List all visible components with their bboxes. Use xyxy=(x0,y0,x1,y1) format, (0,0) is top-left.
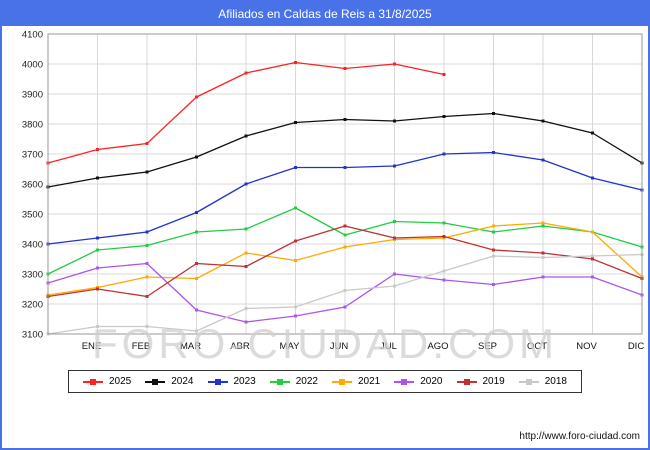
legend-label: 2020 xyxy=(420,376,443,387)
legend-label: 2022 xyxy=(295,376,318,387)
legend-item-2022: 2022 xyxy=(269,376,318,387)
svg-text:3400: 3400 xyxy=(22,240,43,251)
legend-label: 2025 xyxy=(109,376,132,387)
svg-text:4000: 4000 xyxy=(22,60,43,71)
svg-text:3600: 3600 xyxy=(22,180,43,191)
legend-color-swatch xyxy=(145,378,166,385)
svg-text:3900: 3900 xyxy=(22,90,43,101)
legend-color-swatch xyxy=(394,378,415,385)
series-2019 xyxy=(46,224,644,298)
legend: 2025 2024 2023 2022 2021 2020 2019 2018 xyxy=(68,370,582,393)
svg-text:DIC: DIC xyxy=(628,341,645,352)
legend-label: 2018 xyxy=(544,376,567,387)
legend-color-swatch xyxy=(269,378,290,385)
legend-label: 2023 xyxy=(233,376,256,387)
legend-color-swatch xyxy=(456,378,477,385)
legend-color-square xyxy=(463,378,470,385)
footer: http://www.foro-ciudad.com xyxy=(2,393,648,448)
series-2023 xyxy=(46,151,644,246)
legend-color-square xyxy=(214,378,221,385)
svg-text:JUN: JUN xyxy=(330,341,349,352)
legend-label: 2024 xyxy=(171,376,194,387)
legend-label: 2019 xyxy=(482,376,505,387)
plot-border xyxy=(47,33,643,335)
legend-item-2023: 2023 xyxy=(207,376,256,387)
legend-color-swatch xyxy=(207,378,228,385)
legend-row: 2025 2024 2023 2022 2021 2020 2019 2018 xyxy=(2,370,648,393)
svg-text:3500: 3500 xyxy=(22,210,43,221)
svg-text:NOV: NOV xyxy=(576,341,597,352)
legend-label: 2021 xyxy=(358,376,381,387)
svg-text:JUL: JUL xyxy=(380,341,397,352)
svg-text:3300: 3300 xyxy=(22,270,43,281)
legend-color-square xyxy=(152,378,159,385)
legend-color-square xyxy=(90,378,96,385)
svg-text:4100: 4100 xyxy=(22,30,43,41)
legend-color-square xyxy=(401,378,408,385)
legend-item-2024: 2024 xyxy=(145,376,194,387)
legend-item-2019: 2019 xyxy=(456,376,505,387)
y-axis-labels: 3100 3200 3300 3400 3500 3600 3700 3800 3900 4000… xyxy=(22,30,43,341)
legend-item-2020: 2020 xyxy=(394,376,443,387)
chart-title: Afiliados en Caldas de Reis a 31/8/2025 xyxy=(2,2,648,26)
svg-text:ENE: ENE xyxy=(82,341,102,352)
legend-color-swatch xyxy=(518,378,539,385)
series-2025 xyxy=(46,61,446,165)
legend-item-2025: 2025 xyxy=(83,376,131,387)
legend-color-square xyxy=(525,378,532,385)
svg-text:3100: 3100 xyxy=(22,330,43,341)
footer-url[interactable]: http://www.foro-ciudad.com xyxy=(519,431,640,442)
svg-text:ABR: ABR xyxy=(230,341,250,352)
legend-color-swatch xyxy=(83,378,103,385)
legend-color-swatch xyxy=(332,378,352,385)
x-axis-labels: ENE FEB MAR ABR MAY JUN JUL AGO SEP OCT NOV DIC xyxy=(82,341,645,352)
svg-text:OCT: OCT xyxy=(527,341,547,352)
line-chart: 3100 3200 3300 3400 3500 3600 3700 3800 3900 4000… xyxy=(22,30,645,353)
svg-text:3700: 3700 xyxy=(22,150,43,161)
legend-color-square xyxy=(339,378,345,385)
svg-text:FEB: FEB xyxy=(132,341,150,352)
svg-text:3200: 3200 xyxy=(22,300,43,311)
svg-text:SEP: SEP xyxy=(478,341,497,352)
legend-item-2018: 2018 xyxy=(518,376,567,387)
legend-color-square xyxy=(276,378,283,385)
svg-text:AGO: AGO xyxy=(427,341,448,352)
svg-text:MAR: MAR xyxy=(180,341,201,352)
chart-area: 3100 3200 3300 3400 3500 3600 3700 3800 3900 4000… xyxy=(2,28,648,368)
svg-text:MAY: MAY xyxy=(280,341,301,352)
legend-item-2021: 2021 xyxy=(332,376,380,387)
svg-text:3800: 3800 xyxy=(22,120,43,131)
